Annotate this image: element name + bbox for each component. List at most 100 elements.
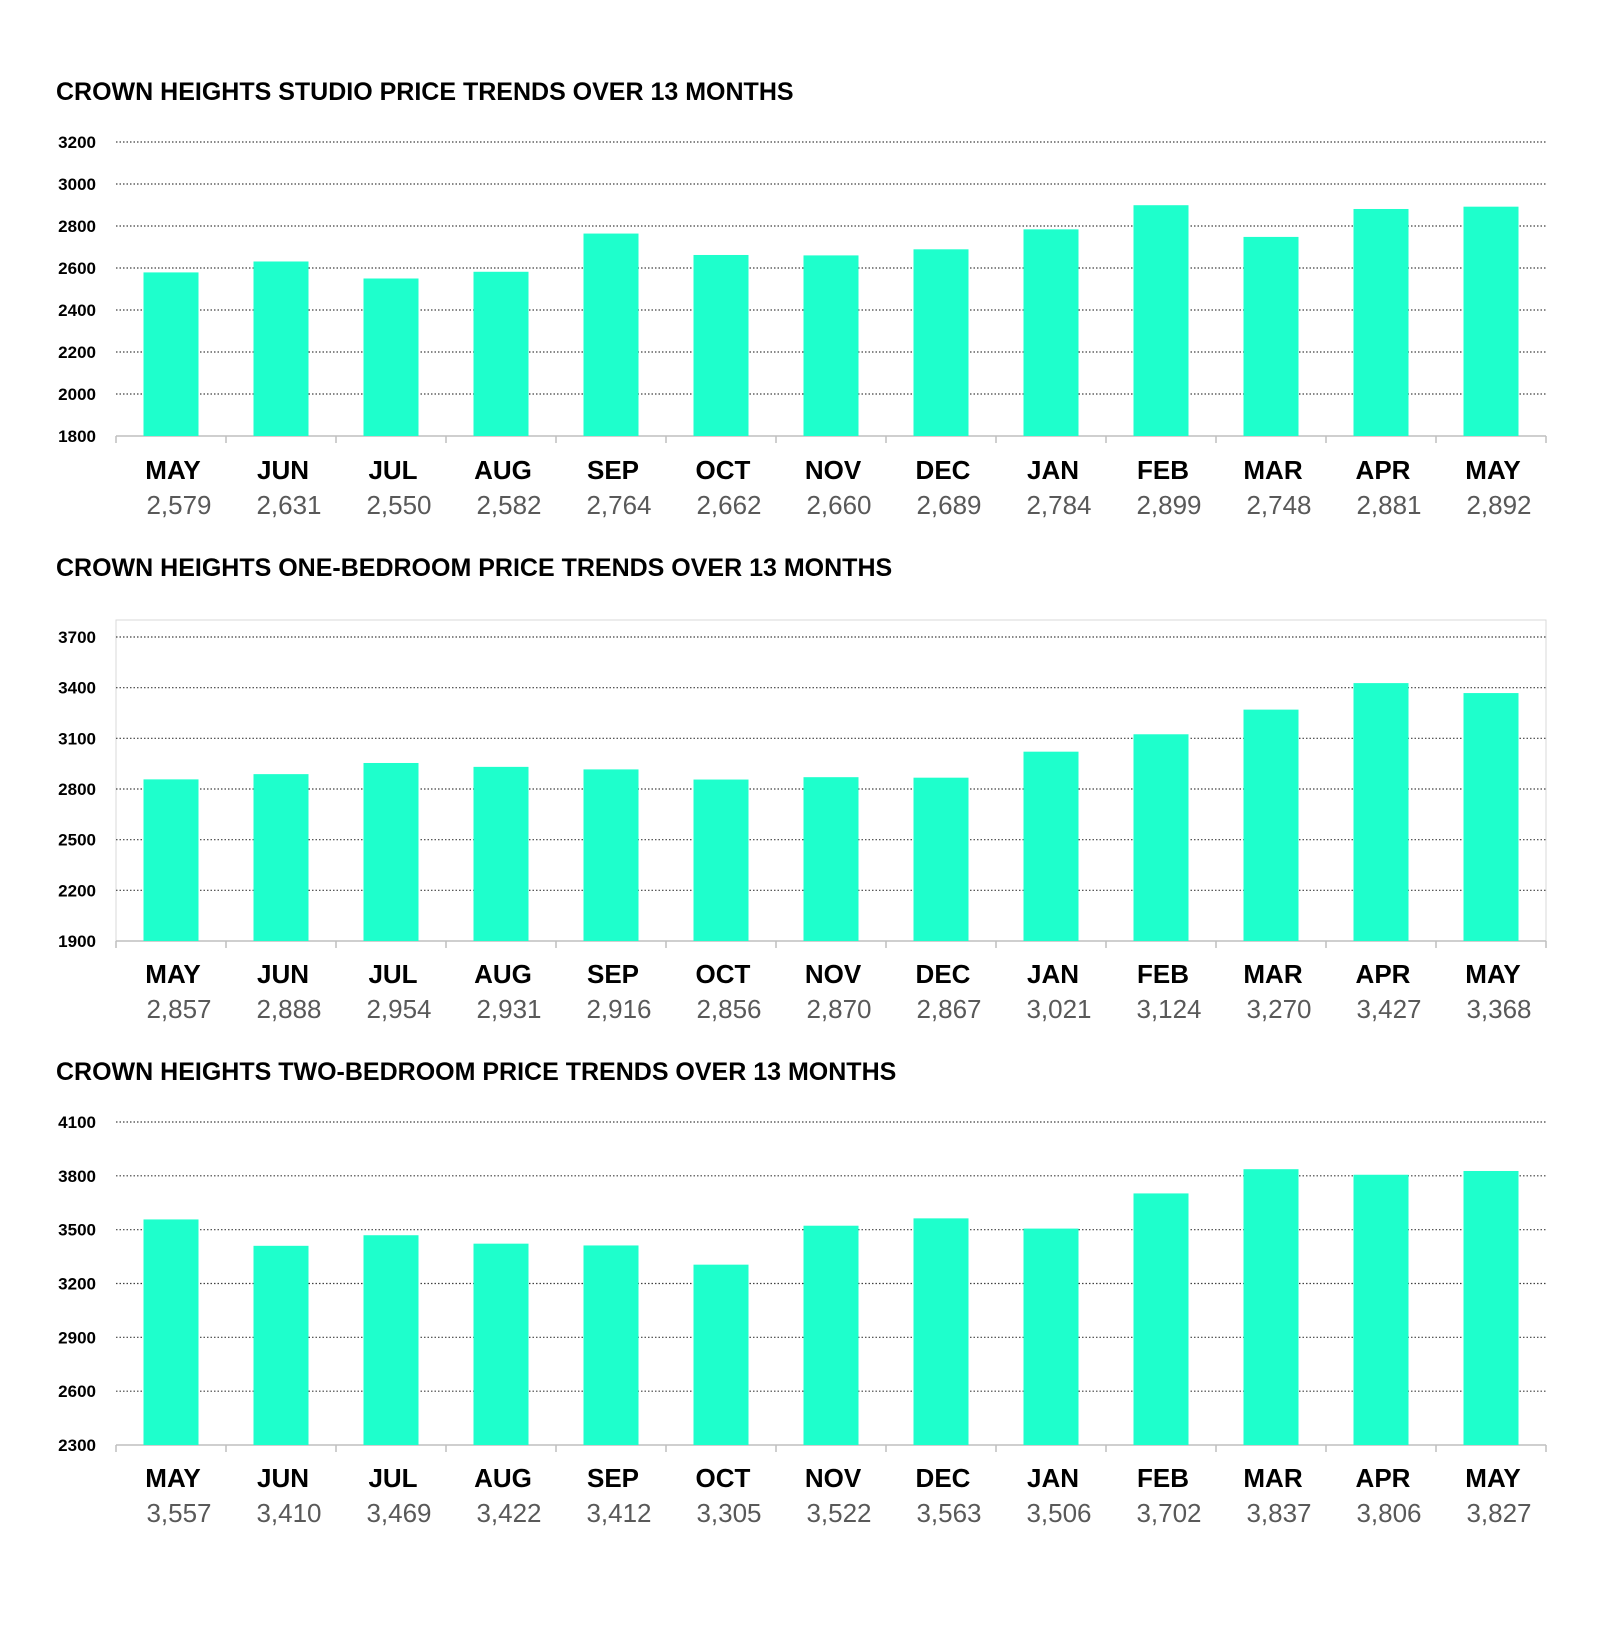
month-label: MAR <box>1243 455 1302 485</box>
value-label: 3,522 <box>806 1498 871 1528</box>
value-label: 3,806 <box>1356 1498 1421 1528</box>
bar <box>1463 1170 1519 1445</box>
value-label: 2,892 <box>1466 490 1531 520</box>
bar <box>803 777 859 941</box>
month-label: APR <box>1356 959 1411 989</box>
bar <box>583 1245 639 1445</box>
value-label: 3,021 <box>1026 994 1091 1024</box>
value-label: 3,422 <box>476 1498 541 1528</box>
month-label: JUN <box>257 455 309 485</box>
value-label: 2,916 <box>586 994 651 1024</box>
value-label: 3,563 <box>916 1498 981 1528</box>
chart-title: CROWN HEIGHTS ONE-BEDROOM PRICE TRENDS O… <box>56 554 892 582</box>
y-tick-label: 2800 <box>58 780 96 799</box>
month-label: MAY <box>145 455 200 485</box>
y-tick-label: 2400 <box>58 301 96 320</box>
y-tick-label: 3100 <box>58 729 96 748</box>
y-tick-label: 2600 <box>58 1382 96 1401</box>
value-label: 3,427 <box>1356 994 1421 1024</box>
bar <box>473 271 529 436</box>
value-label: 2,870 <box>806 994 871 1024</box>
bar <box>253 774 309 941</box>
month-label: NOV <box>805 1463 862 1493</box>
month-label: APR <box>1356 455 1411 485</box>
value-label: 2,881 <box>1356 490 1421 520</box>
month-label: OCT <box>696 455 751 485</box>
bar <box>693 1264 749 1445</box>
month-label: DEC <box>916 1463 971 1493</box>
month-label: JUL <box>368 455 417 485</box>
value-label: 2,582 <box>476 490 541 520</box>
month-label: SEP <box>587 455 639 485</box>
bar <box>1133 205 1189 436</box>
value-label: 2,954 <box>366 994 431 1024</box>
value-label: 3,368 <box>1466 994 1531 1024</box>
value-label: 3,557 <box>146 1498 211 1528</box>
bar <box>1353 1174 1409 1445</box>
month-label: AUG <box>474 1463 532 1493</box>
value-label: 3,506 <box>1026 1498 1091 1528</box>
bar <box>1133 734 1189 941</box>
month-label: MAR <box>1243 959 1302 989</box>
y-tick-label: 3200 <box>58 1275 96 1294</box>
chart-title: CROWN HEIGHTS STUDIO PRICE TRENDS OVER 1… <box>56 78 794 106</box>
bar <box>1023 1228 1079 1445</box>
bar <box>803 255 859 436</box>
bar <box>1463 693 1519 941</box>
value-label: 2,660 <box>806 490 871 520</box>
value-label: 3,410 <box>256 1498 321 1528</box>
y-tick-label: 2500 <box>58 831 96 850</box>
bar <box>1353 683 1409 941</box>
month-label: FEB <box>1137 1463 1189 1493</box>
y-tick-label: 3800 <box>58 1167 96 1186</box>
month-label: JUN <box>257 1463 309 1493</box>
value-label: 2,857 <box>146 994 211 1024</box>
value-label: 3,270 <box>1246 994 1311 1024</box>
month-label: NOV <box>805 455 862 485</box>
value-label: 2,689 <box>916 490 981 520</box>
y-tick-label: 2900 <box>58 1328 96 1347</box>
bar <box>693 779 749 941</box>
value-label: 3,412 <box>586 1498 651 1528</box>
y-tick-label: 3500 <box>58 1221 96 1240</box>
month-label: MAY <box>145 1463 200 1493</box>
value-label: 2,764 <box>586 490 651 520</box>
y-tick-label: 2800 <box>58 217 96 236</box>
bar <box>913 777 969 941</box>
month-label: DEC <box>916 455 971 485</box>
value-label: 3,827 <box>1466 1498 1531 1528</box>
bar <box>253 261 309 436</box>
value-label: 2,931 <box>476 994 541 1024</box>
month-label: DEC <box>916 959 971 989</box>
month-label: FEB <box>1137 455 1189 485</box>
month-label: OCT <box>696 959 751 989</box>
y-tick-label: 1800 <box>58 427 96 446</box>
bar <box>363 278 419 436</box>
bar <box>1353 208 1409 436</box>
month-label: MAY <box>1465 1463 1520 1493</box>
value-label: 2,784 <box>1026 490 1091 520</box>
bar <box>803 1225 859 1445</box>
y-tick-label: 4100 <box>58 1113 96 1132</box>
month-label: JUL <box>368 1463 417 1493</box>
y-tick-label: 3400 <box>58 679 96 698</box>
chart-title: CROWN HEIGHTS TWO-BEDROOM PRICE TRENDS O… <box>56 1058 896 1086</box>
value-label: 2,899 <box>1136 490 1201 520</box>
month-label: FEB <box>1137 959 1189 989</box>
bar <box>1463 206 1519 436</box>
month-label: OCT <box>696 1463 751 1493</box>
value-label: 2,550 <box>366 490 431 520</box>
bar <box>363 762 419 941</box>
bar <box>1243 236 1299 436</box>
bar <box>913 249 969 436</box>
bar <box>1133 1193 1189 1445</box>
bar <box>253 1245 309 1445</box>
y-tick-label: 2200 <box>58 343 96 362</box>
y-tick-label: 2300 <box>58 1436 96 1455</box>
bar <box>473 1243 529 1445</box>
value-label: 3,837 <box>1246 1498 1311 1528</box>
value-label: 2,662 <box>696 490 761 520</box>
month-label: SEP <box>587 959 639 989</box>
bar <box>1023 751 1079 941</box>
